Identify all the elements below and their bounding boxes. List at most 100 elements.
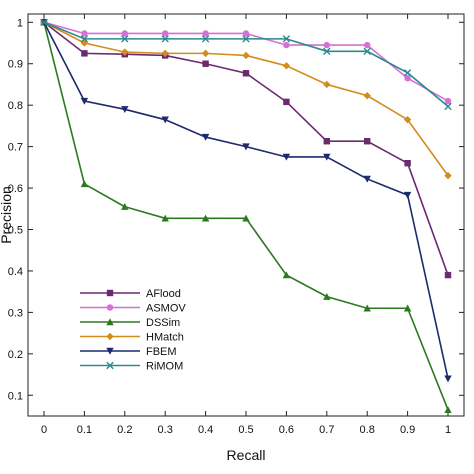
data-point <box>363 175 371 183</box>
y-tick-label: 0.1 <box>8 390 23 402</box>
data-point <box>444 406 452 413</box>
y-tick-label: 0.8 <box>8 100 23 112</box>
legend-marker <box>106 347 114 355</box>
data-point <box>80 39 89 47</box>
data-point <box>161 214 169 222</box>
data-point <box>121 30 128 37</box>
data-point <box>242 143 250 151</box>
x-tick-label: 0.6 <box>279 424 294 436</box>
data-point <box>161 49 169 58</box>
y-axis-label: Precision <box>0 186 14 244</box>
data-point <box>283 98 290 106</box>
data-point <box>323 292 331 300</box>
legend-marker <box>106 332 114 341</box>
legend-item-hmatch: HMatch <box>80 332 184 344</box>
data-point <box>121 48 129 56</box>
y-tick-label: 0.4 <box>8 266 23 278</box>
data-point <box>364 138 371 145</box>
legend-label: ASMOV <box>146 303 186 315</box>
plot-area: 0 0.1 0.2 0.3 0.4 0.5 0.6 0.7 0.8 0.9 1 0.1 0.2 0.3 0.… <box>8 13 465 436</box>
data-point <box>363 304 371 312</box>
legend-label: FBEM <box>146 346 177 358</box>
y-tick-label: 0.6 <box>8 183 23 195</box>
legend-item-dssim: DSSim <box>80 317 180 329</box>
legend-item-asmov: ASMOV <box>80 303 186 315</box>
data-point <box>323 47 331 55</box>
y-tick-label: 0.5 <box>8 225 23 237</box>
data-point <box>80 180 89 188</box>
data-point <box>201 35 210 43</box>
x-tick-label: 0.1 <box>77 424 92 436</box>
y-tick-label: 0.7 <box>8 142 23 154</box>
y-tick-label: 0.3 <box>8 307 23 319</box>
y-tick-label: 0.9 <box>8 59 23 71</box>
data-point <box>323 138 330 145</box>
legend-marker <box>106 304 114 311</box>
data-point <box>201 133 210 141</box>
data-point <box>202 60 209 67</box>
data-point <box>121 203 129 210</box>
x-tick-label: 0.4 <box>198 424 213 436</box>
x-tick-label: 1 <box>445 424 451 436</box>
x-tick-label: 0.7 <box>319 424 334 436</box>
x-tick-label: 0.2 <box>117 424 132 436</box>
data-point <box>403 115 412 124</box>
x-tick-label: 0.8 <box>360 424 375 436</box>
data-point <box>282 153 291 161</box>
legend-item-fbem: FBEM <box>80 346 177 358</box>
x-tick-label: 0.3 <box>158 424 173 436</box>
data-point <box>444 97 452 105</box>
data-point <box>403 304 412 312</box>
data-point <box>323 153 331 161</box>
data-point <box>444 375 452 383</box>
data-point <box>201 49 210 58</box>
data-point <box>121 35 129 43</box>
x-tick-label: 0.9 <box>400 424 415 436</box>
data-point <box>363 47 371 55</box>
legend-item-rimom: RiMOM <box>80 361 183 373</box>
legend-label: HMatch <box>146 332 184 344</box>
data-point <box>404 75 411 82</box>
series-hmatch <box>40 18 452 180</box>
series-asmov <box>40 19 452 105</box>
y-tick-label: 1 <box>17 17 23 29</box>
x-tick-label: 0.5 <box>238 424 253 436</box>
data-point <box>80 35 89 43</box>
data-point <box>242 35 250 43</box>
data-point <box>121 106 129 114</box>
legend-item-aflood: AFlood <box>80 288 181 300</box>
data-point <box>403 191 412 199</box>
data-point <box>162 30 169 37</box>
x-axis-label: Recall <box>227 447 266 463</box>
data-point <box>282 271 291 279</box>
data-point <box>282 35 291 43</box>
data-point <box>242 30 250 37</box>
data-point <box>161 116 169 124</box>
data-point <box>444 271 452 279</box>
data-point <box>403 69 412 77</box>
data-point <box>444 171 452 180</box>
legend-marker <box>106 318 114 326</box>
data-point <box>201 214 210 222</box>
data-point <box>242 51 250 60</box>
data-point <box>81 50 88 57</box>
data-point <box>40 18 48 26</box>
data-point <box>80 97 89 105</box>
data-point <box>364 41 371 49</box>
data-point <box>242 70 250 77</box>
data-point <box>161 35 169 43</box>
legend-label: RiMOM <box>146 361 183 373</box>
legend-label: AFlood <box>146 288 181 300</box>
data-point <box>202 30 209 37</box>
data-point <box>444 102 452 111</box>
data-point <box>323 80 331 89</box>
data-point <box>242 214 250 222</box>
data-point <box>283 41 290 49</box>
legend-label: DSSim <box>146 317 180 329</box>
data-point <box>323 41 330 49</box>
series-rimom <box>40 18 452 111</box>
data-point <box>81 30 88 37</box>
legend-marker <box>106 361 114 370</box>
legend: AFlood ASMOV DSSim HMatch FBEM RiMOM <box>80 288 186 373</box>
